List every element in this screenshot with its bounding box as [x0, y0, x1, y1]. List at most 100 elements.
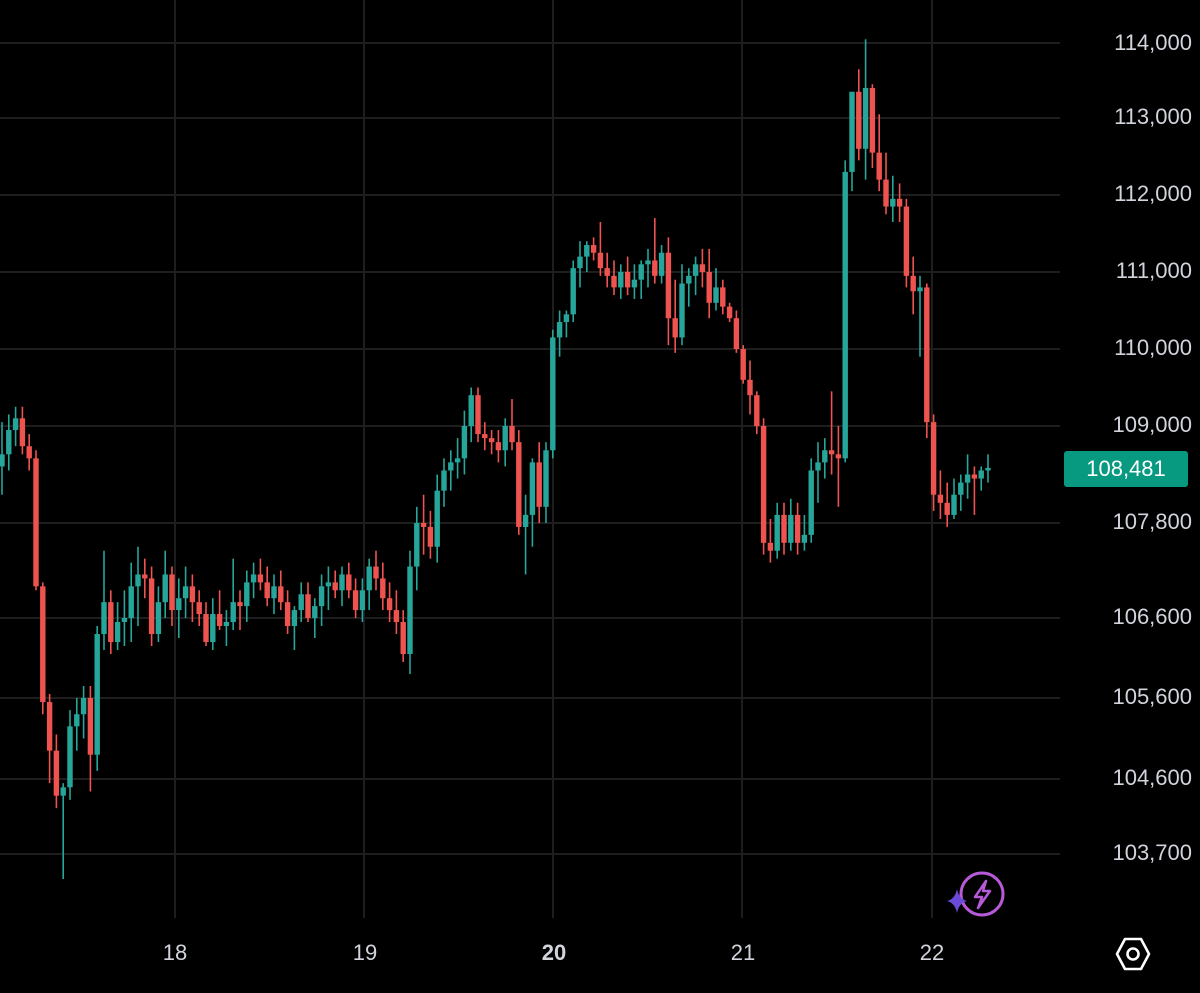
candle-body: [182, 586, 189, 599]
candle-body: [0, 454, 5, 467]
candle-body: [196, 602, 202, 615]
price-tick-label: 110,000: [1114, 335, 1192, 360]
candle-body: [774, 514, 780, 551]
candles: [0, 39, 991, 879]
candle-body: [318, 586, 325, 607]
candle-body: [611, 275, 617, 288]
candle-body: [12, 418, 19, 431]
candle-body: [692, 264, 699, 276]
last-price-badge: 108,481: [1064, 451, 1188, 487]
candle-body: [6, 430, 12, 455]
date-tick-label: 21: [730, 940, 756, 965]
candle-body: [522, 514, 529, 527]
candle-body: [896, 198, 903, 207]
candle-body: [468, 395, 474, 426]
candle-body: [427, 526, 434, 547]
candle-body: [556, 322, 563, 338]
candle-body: [794, 514, 801, 543]
candle-body: [203, 614, 209, 642]
candle-body: [94, 634, 100, 755]
candle-body: [312, 606, 318, 618]
candle-body: [393, 610, 400, 622]
candle-body: [46, 702, 53, 751]
candle-body: [543, 450, 549, 507]
candle-body: [516, 442, 522, 527]
candle-body: [162, 574, 168, 603]
price-tick-label: 105,600: [1112, 684, 1192, 709]
date-tick-label: 20: [541, 940, 567, 965]
date-tick-label: 19: [352, 940, 378, 965]
candle-body: [40, 586, 46, 703]
candle-body: [699, 264, 706, 272]
candle-body: [298, 594, 304, 611]
candle-body: [577, 256, 583, 269]
candle-body: [767, 542, 774, 551]
candle-body: [686, 275, 692, 284]
candle-body: [244, 582, 250, 607]
hexagon-gear-icon[interactable]: [1112, 933, 1154, 975]
sparkle-lightning-icon[interactable]: [940, 868, 1008, 920]
candle-body: [624, 272, 631, 288]
candle-body: [60, 787, 66, 796]
candle-body: [87, 698, 94, 755]
price-tick-label: 106,600: [1112, 604, 1192, 629]
candle-body: [726, 306, 733, 319]
candle-body: [828, 450, 835, 455]
candle-body: [645, 260, 651, 265]
candle-body: [978, 470, 984, 479]
candle-body: [835, 454, 842, 459]
candle-body: [176, 598, 182, 611]
candle-body: [373, 566, 379, 579]
date-tick-label: 22: [919, 940, 945, 965]
candle-body: [488, 438, 495, 443]
candle-body: [250, 574, 257, 583]
candle-body: [291, 610, 298, 626]
candle-body: [815, 462, 821, 471]
price-tick-label: 103,700: [1112, 840, 1192, 865]
candle-body: [352, 590, 359, 611]
candle-body: [536, 462, 542, 507]
candle-body: [971, 474, 978, 479]
candle-body: [420, 523, 427, 527]
candle-body: [951, 494, 957, 515]
candle-body: [271, 586, 277, 599]
candle-body: [563, 314, 570, 323]
candle-body: [135, 574, 141, 587]
candle-body: [944, 502, 950, 515]
price-tick-label: 111,000: [1115, 258, 1192, 283]
candle-body: [495, 442, 502, 451]
candle-body: [278, 586, 284, 603]
price-tick-label: 112,000: [1114, 181, 1192, 206]
candle-body: [114, 622, 121, 642]
candle-body: [856, 91, 862, 149]
candle-body: [216, 614, 223, 626]
candle-body: [550, 337, 556, 451]
price-tick-label: 113,000: [1114, 104, 1192, 129]
candle-body: [80, 698, 87, 715]
price-tick-label: 104,600: [1112, 765, 1192, 790]
candle-body: [502, 426, 508, 451]
price-tick-label: 107,800: [1112, 509, 1192, 534]
candle-body: [509, 426, 515, 443]
candle-body: [169, 574, 175, 611]
candle-body: [604, 268, 610, 276]
candle-body: [33, 458, 39, 587]
candle-body: [482, 434, 488, 439]
candle-body: [706, 272, 712, 303]
candle-body: [910, 275, 916, 292]
candle-body: [434, 490, 440, 547]
candle-body: [305, 594, 311, 618]
candle-body: [570, 268, 576, 315]
candle-body: [128, 586, 134, 618]
candle-body: [366, 566, 372, 591]
candle-body: [475, 395, 481, 435]
candle-body: [461, 426, 468, 459]
candle-body: [781, 514, 787, 543]
candle-body: [108, 602, 114, 642]
candle-body: [264, 582, 270, 599]
candle-body: [658, 252, 665, 276]
candle-body: [883, 179, 889, 207]
candle-body: [869, 88, 876, 153]
candle-body: [380, 578, 386, 599]
